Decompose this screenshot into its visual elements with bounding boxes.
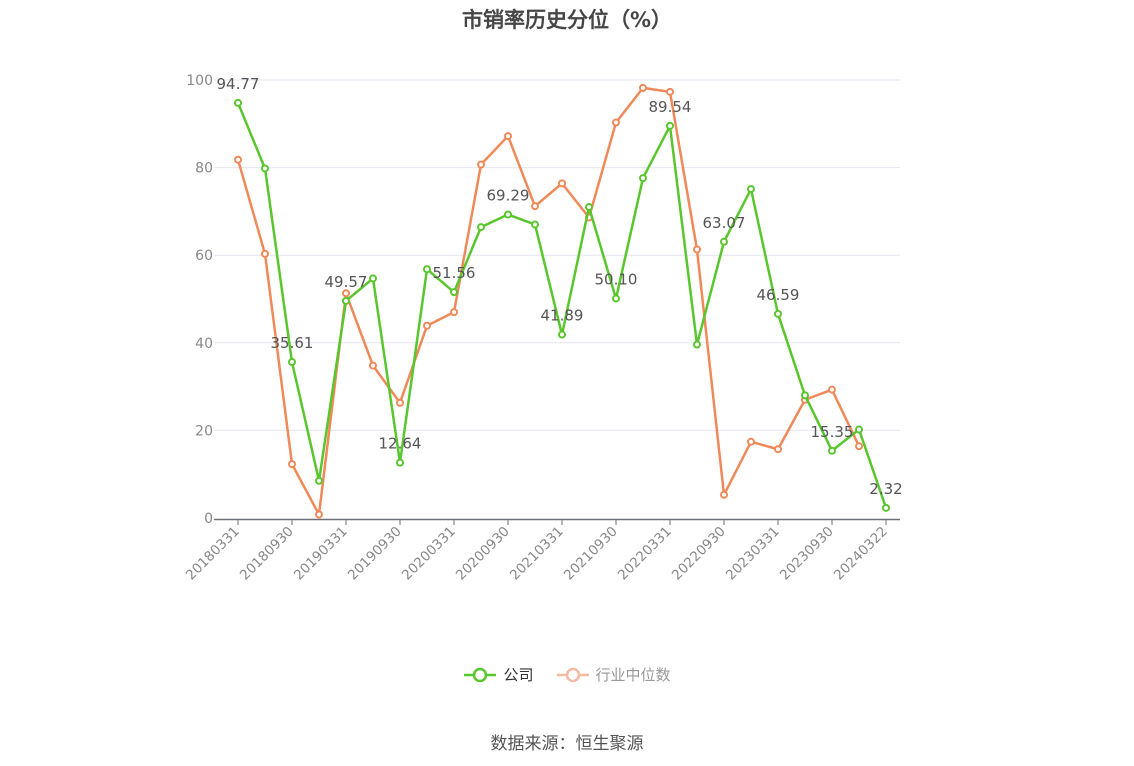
x-tick-label: 20200331: [399, 524, 459, 584]
data-label: 12.64: [379, 435, 422, 453]
company-point: [774, 309, 782, 318]
industry-point: [693, 245, 701, 254]
industry-point: [666, 87, 674, 96]
company-point: [666, 121, 674, 130]
legend-label-company: 公司: [503, 666, 534, 684]
company-point: [558, 330, 566, 339]
company-point: [504, 210, 512, 219]
data-label: 94.77: [217, 75, 260, 93]
y-tick-label: 100: [186, 73, 213, 89]
x-tick-label: 20200930: [453, 524, 513, 584]
industry-point: [612, 118, 620, 127]
x-tick-label: 20210930: [561, 524, 621, 584]
data-label: 50.10: [595, 271, 638, 289]
industry-point: [369, 361, 377, 370]
x-tick-label: 20230930: [777, 524, 837, 584]
company-point: [477, 223, 485, 232]
x-tick-label: 20180331: [183, 524, 243, 584]
x-tick-label: 20240322: [831, 524, 891, 584]
company-point: [342, 296, 350, 305]
data-label: 15.35: [811, 423, 854, 441]
company-point: [693, 340, 701, 349]
data-label: 69.29: [487, 187, 530, 205]
industry-point: [828, 385, 836, 394]
company-point: [423, 265, 431, 274]
chart-legend: 公司 行业中位数: [0, 664, 1134, 685]
industry-point: [531, 202, 539, 211]
industry-point: [261, 249, 269, 258]
x-tick-label: 20220930: [669, 524, 729, 584]
company-point: [261, 164, 269, 173]
industry-point: [423, 321, 431, 330]
industry-point: [558, 179, 566, 188]
company-point: [531, 220, 539, 229]
data-label: 2.32: [869, 480, 902, 498]
company-point: [585, 203, 593, 212]
industry-point: [855, 442, 863, 451]
legend-item-industry[interactable]: 行业中位数: [556, 664, 671, 685]
x-tick-label: 20220331: [615, 524, 675, 584]
industry-point: [720, 490, 728, 499]
data-label: 49.57: [325, 273, 368, 291]
company-point: [612, 294, 620, 303]
company-legend-icon: [464, 667, 497, 682]
company-point: [369, 274, 377, 283]
y-tick-label: 20: [195, 423, 213, 439]
industry-point: [477, 160, 485, 169]
company-point: [801, 391, 809, 400]
industry-point: [342, 289, 350, 298]
chart-title: 市销率历史分位（%）: [461, 8, 673, 32]
x-tick-label: 20180930: [237, 524, 297, 584]
data-label: 35.61: [271, 334, 314, 352]
legend-label-industry: 行业中位数: [595, 666, 671, 684]
x-tick-label: 20230331: [723, 524, 783, 584]
company-series-line: [236, 102, 888, 509]
y-tick-label: 0: [204, 511, 213, 527]
industry-point: [396, 398, 404, 407]
industry-legend-icon: [556, 667, 589, 682]
industry-point: [288, 460, 296, 469]
company-point: [234, 98, 242, 107]
company-point: [288, 358, 296, 367]
company-point: [315, 476, 323, 485]
company-point: [828, 446, 836, 455]
data-label: 89.54: [649, 98, 692, 116]
company-point: [882, 503, 890, 512]
industry-point: [450, 308, 458, 317]
company-point: [747, 185, 755, 194]
company-point: [450, 288, 458, 297]
x-tick-label: 20190930: [345, 524, 405, 584]
industry-point: [504, 132, 512, 141]
data-label: 51.56: [433, 264, 476, 282]
x-tick-label: 20210331: [507, 524, 567, 584]
x-tick-label: 20190331: [291, 524, 351, 584]
legend-item-company[interactable]: 公司: [463, 664, 534, 685]
company-point: [855, 425, 863, 434]
y-tick-label: 60: [195, 248, 213, 264]
industry-point: [747, 437, 755, 446]
company-point: [720, 237, 728, 246]
industry-point: [639, 83, 647, 92]
data-label: 41.89: [541, 307, 584, 325]
company-point: [396, 458, 404, 467]
data-label: 63.07: [703, 214, 746, 232]
data-source: 数据来源：恒生聚源: [490, 734, 644, 754]
industry-point: [315, 510, 323, 519]
company-point: [639, 174, 647, 183]
y-tick-label: 80: [195, 161, 213, 177]
industry-point: [774, 445, 782, 454]
industry-point: [234, 155, 242, 164]
data-label: 46.59: [757, 286, 800, 304]
y-tick-label: 40: [195, 336, 213, 352]
